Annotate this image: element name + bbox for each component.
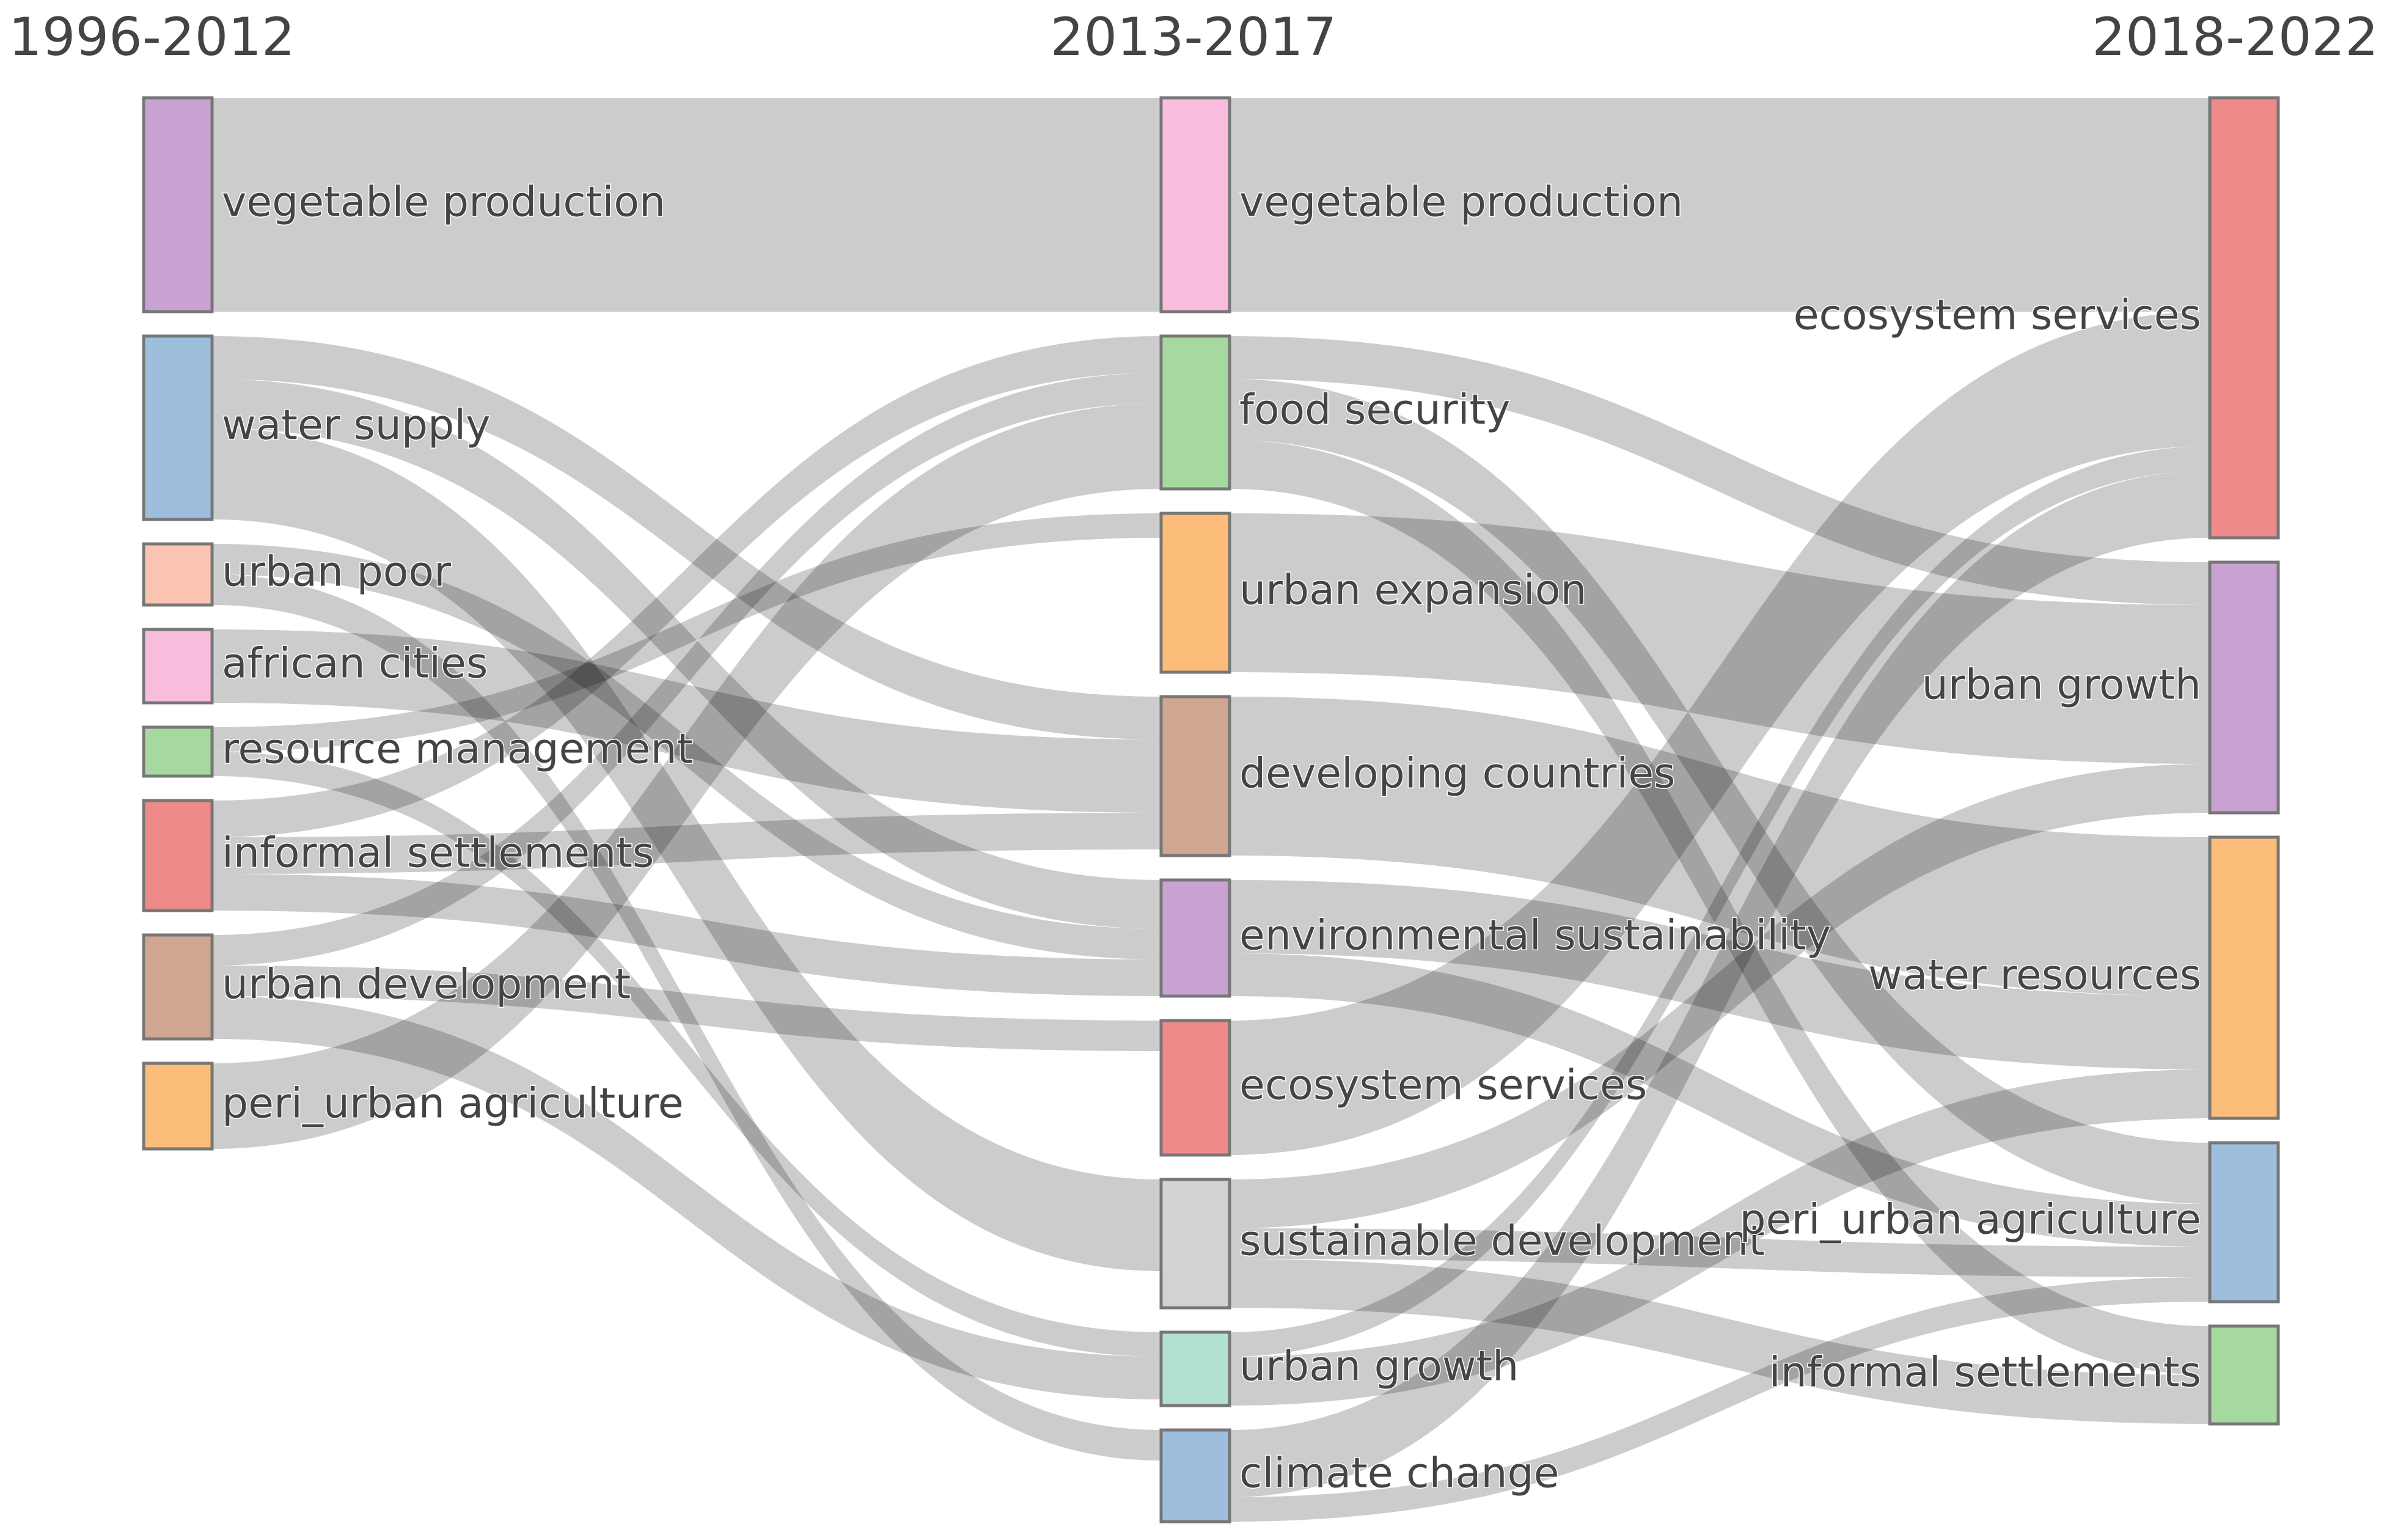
link-a_urbdev-to-b_eco <box>212 966 1161 1051</box>
node-label-c_peri: peri_urban agriculture <box>1739 1196 2201 1244</box>
period-label-1996-2012: 1996-2012 <box>9 7 295 68</box>
node-label-a_veg: vegetable production <box>222 178 666 227</box>
node-label-b_eco: ecosystem services <box>1239 1062 1647 1110</box>
node-b_veg <box>1159 96 1231 314</box>
node-b_eco <box>1159 1019 1231 1157</box>
node-label-a_water: water supply <box>222 402 490 450</box>
node-label-c_urbgrowth: urban growth <box>1922 661 2201 710</box>
link-a_veg-to-b_veg <box>212 98 1161 312</box>
link-a_poor-to-b_env <box>212 544 1161 959</box>
link-a_urbdev-to-b_urbgrowth <box>212 996 1161 1399</box>
link-a_african-to-b_dev <box>212 629 1161 813</box>
node-label-b_sust: sustainable development <box>1239 1217 1765 1266</box>
node-label-c_water: water resources <box>1868 952 2201 1000</box>
link-a_informal-to-b_food <box>212 336 1161 837</box>
node-a_veg <box>142 96 214 314</box>
node-b_env <box>1159 878 1231 998</box>
link-b_urbexp-to-c_urbgrowth <box>1230 513 2210 764</box>
node-label-a_urbdev: urban development <box>222 961 631 1009</box>
link-b_dev-to-c_water <box>1230 697 2210 996</box>
node-label-b_urbgrowth: urban growth <box>1239 1343 1519 1391</box>
node-c_urbgrowth <box>2208 560 2280 815</box>
link-a_informal-to-b_env <box>212 874 1161 996</box>
link-b_sust-to-c_urbgrowth <box>1230 764 2210 1228</box>
node-b_sust <box>1159 1178 1231 1310</box>
node-label-b_food: food security <box>1239 386 1510 435</box>
link-a_informal-to-b_dev <box>212 813 1161 874</box>
link-b_env-to-c_peri <box>1230 953 2210 1247</box>
link-a_resource-to-b_urbexp <box>212 513 1161 752</box>
node-label-b_urbexp: urban expansion <box>1239 566 1586 615</box>
link-b_food-to-c_urbgrowth <box>1230 336 2210 605</box>
node-c_eco <box>2208 96 2280 540</box>
node-b_urbexp <box>1159 512 1231 674</box>
node-a_african <box>142 628 214 705</box>
links-layer <box>212 98 2210 1522</box>
node-label-b_dev: developing countries <box>1239 750 1675 798</box>
node-a_peri <box>142 1062 214 1151</box>
link-b_eco-to-c_eco <box>1230 312 2210 1155</box>
node-a_urbdev <box>142 933 214 1041</box>
link-b_climate-to-c_eco <box>1230 471 2210 1497</box>
period-label-2013-2017: 2013-2017 <box>1050 7 1337 68</box>
nodes-layer <box>142 96 2280 1524</box>
link-b_food-to-c_peri <box>1230 379 2210 1204</box>
node-label-b_climate: climate change <box>1239 1450 1559 1498</box>
link-b_food-to-c_informal <box>1230 440 2210 1375</box>
node-b_climate <box>1159 1428 1231 1524</box>
node-c_informal <box>2208 1324 2280 1426</box>
link-b_env-to-c_water <box>1230 880 2210 1069</box>
link-a_water-to-b_env <box>212 379 1161 929</box>
labels-layer: vegetable production water supply urban po… <box>221 177 2202 1498</box>
link-a_resource-to-b_urbgrowth <box>212 752 1161 1357</box>
node-label-b_env: environmental sustainability <box>1239 912 1831 960</box>
node-b_urbgrowth <box>1159 1330 1231 1407</box>
link-b_sust-to-c_informal <box>1230 1259 2210 1424</box>
node-a_water <box>142 334 214 521</box>
link-a_peri-to-b_food <box>212 403 1161 1149</box>
node-b_food <box>1159 334 1231 491</box>
link-a_urbdev-to-b_food <box>212 373 1161 966</box>
node-label-a_african: african cities <box>222 640 488 688</box>
node-label-b_veg: vegetable production <box>1239 178 1683 227</box>
link-a_water-to-b_sust <box>212 428 1161 1271</box>
node-c_peri <box>2208 1141 2280 1304</box>
link-b_urbgrowth-to-c_water <box>1230 1069 2210 1406</box>
node-label-c_informal: informal settlements <box>1769 1349 2201 1397</box>
node-label-a_informal: informal settlements <box>222 829 654 878</box>
node-b_dev <box>1159 695 1231 857</box>
link-b_urbgrowth-to-c_eco <box>1230 446 2210 1357</box>
node-a_poor <box>142 542 214 607</box>
link-b_sust-to-c_peri <box>1230 1228 2210 1277</box>
node-a_informal <box>142 799 214 912</box>
node-label-a_peri: peri_urban agriculture <box>222 1080 684 1128</box>
link-b_veg-to-c_eco <box>1230 98 2210 312</box>
node-label-c_eco: ecosystem services <box>1794 292 2201 340</box>
node-c_water <box>2208 835 2280 1120</box>
node-a_resource <box>142 725 214 778</box>
node-label-a_resource: resource management <box>222 725 693 774</box>
period-label-2018-2022: 2018-2022 <box>2092 7 2378 68</box>
link-b_climate-to-c_peri <box>1230 1277 2210 1522</box>
link-a_water-to-b_dev <box>212 336 1161 739</box>
node-label-a_poor: urban poor <box>222 548 451 596</box>
link-a_poor-to-b_climate <box>212 574 1161 1461</box>
